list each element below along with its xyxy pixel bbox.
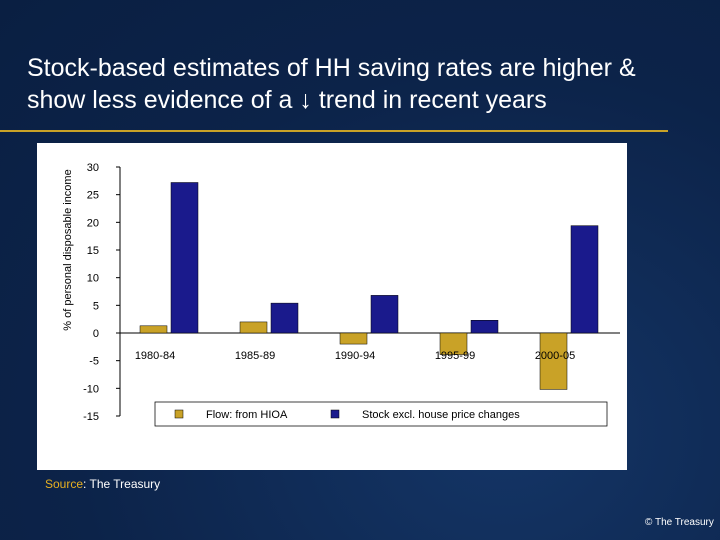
y-tick-label: 10: [87, 273, 99, 285]
legend-box: [154, 401, 608, 427]
copyright: © The Treasury: [645, 517, 714, 528]
y-tick-label: 0: [93, 328, 99, 340]
chart-panel: 30 25 20 15 10 5 0 -5 -10 -15 1980-84 1985-89 1990-9…: [37, 143, 627, 470]
y-axis-label: % of personal disposable income: [62, 169, 74, 331]
bar: [370, 295, 399, 334]
bar: [470, 320, 499, 334]
x-tick-label: 1985-89: [235, 350, 275, 362]
x-tick-label: 1980-84: [135, 350, 175, 362]
bar: [270, 302, 299, 334]
y-tick-label: 15: [87, 245, 99, 257]
source-key: Source: [45, 477, 84, 491]
bar: [139, 325, 168, 334]
x-tick-label: 1995-99: [435, 350, 475, 362]
title-divider: [0, 130, 668, 132]
y-tick-label: 5: [93, 300, 99, 312]
title-line-2: show less evidence of a ↓ trend in recen…: [27, 86, 547, 114]
bar: [439, 332, 468, 355]
x-tick-label: 2000-05: [535, 350, 575, 362]
bar: [239, 321, 268, 334]
bar: [539, 332, 568, 390]
legend-swatch: [330, 409, 340, 419]
y-tick-label: -10: [83, 383, 99, 395]
bar: [339, 332, 368, 345]
y-tick-label: -5: [89, 356, 99, 368]
y-tick-label: 20: [87, 217, 99, 229]
source-text: : The Treasury: [83, 477, 161, 491]
source-note: Source: The Treasury: [45, 477, 160, 491]
legend-label: Stock excl. house price changes: [362, 409, 520, 421]
legend-swatch: [174, 409, 184, 419]
y-tick-label: 30: [87, 162, 99, 174]
y-tick-label: -15: [83, 411, 99, 423]
bar-chart: 30 25 20 15 10 5 0 -5 -10 -15 1980-84 1985-89 1990-9…: [83, 162, 620, 427]
x-tick-label: 1990-94: [335, 350, 375, 362]
title-line-1: Stock-based estimates of HH saving rates…: [27, 54, 636, 82]
slide-title: Stock-based estimates of HH saving rates…: [27, 52, 717, 116]
y-tick-label: 25: [87, 190, 99, 202]
legend-label: Flow: from HIOA: [206, 409, 288, 421]
bar: [170, 182, 199, 334]
bar: [570, 225, 599, 334]
